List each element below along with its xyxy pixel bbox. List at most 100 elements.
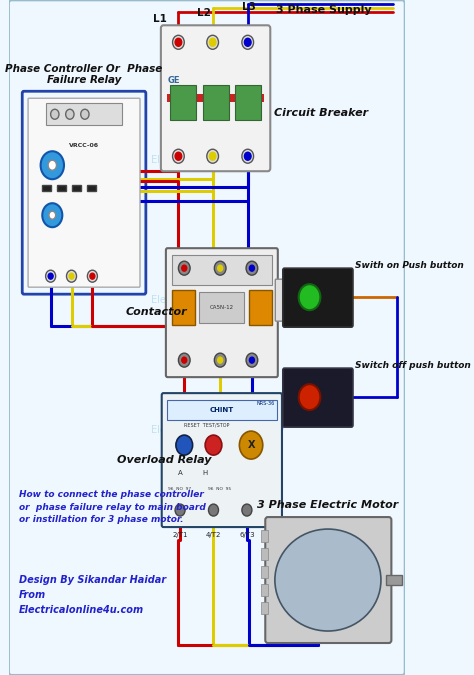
Circle shape <box>175 38 182 47</box>
Circle shape <box>66 270 76 282</box>
Circle shape <box>218 265 223 271</box>
Circle shape <box>242 504 252 516</box>
Circle shape <box>51 109 59 119</box>
Bar <box>167 95 264 102</box>
Text: 96  NO  97: 96 NO 97 <box>168 487 191 491</box>
Text: A: A <box>178 470 182 476</box>
Circle shape <box>218 357 223 363</box>
Bar <box>73 185 81 191</box>
Ellipse shape <box>275 529 381 631</box>
Text: Contactor: Contactor <box>126 307 187 317</box>
Circle shape <box>48 273 53 279</box>
Circle shape <box>205 435 222 455</box>
Text: 3 Phase Supply: 3 Phase Supply <box>276 5 372 16</box>
Circle shape <box>210 38 216 47</box>
Bar <box>172 255 272 285</box>
Circle shape <box>209 504 219 516</box>
Bar <box>87 185 96 191</box>
Bar <box>261 530 268 542</box>
Circle shape <box>176 435 192 455</box>
Circle shape <box>214 261 226 275</box>
Circle shape <box>178 261 190 275</box>
Bar <box>235 85 261 120</box>
Text: X: X <box>247 440 255 450</box>
Text: CHINT: CHINT <box>210 407 234 413</box>
Circle shape <box>207 35 219 49</box>
Text: Electricalonline4u.com: Electricalonline4u.com <box>151 155 262 165</box>
Text: Switch off push button: Switch off push button <box>355 360 470 370</box>
FancyBboxPatch shape <box>265 517 392 643</box>
Bar <box>42 185 51 191</box>
Text: Circuit Breaker: Circuit Breaker <box>274 108 369 118</box>
Text: 96  NO  95: 96 NO 95 <box>208 487 231 491</box>
Bar <box>167 400 277 420</box>
Bar <box>57 185 66 191</box>
FancyBboxPatch shape <box>9 0 405 675</box>
Circle shape <box>49 211 55 219</box>
Circle shape <box>207 149 219 163</box>
Text: 3 Phase Electric Motor: 3 Phase Electric Motor <box>257 500 399 510</box>
Circle shape <box>42 203 62 227</box>
Circle shape <box>178 353 190 367</box>
Bar <box>385 575 402 585</box>
Text: CA5N-12: CA5N-12 <box>210 304 234 310</box>
Circle shape <box>246 261 258 275</box>
FancyBboxPatch shape <box>161 25 270 171</box>
Circle shape <box>245 38 251 47</box>
Text: H: H <box>202 470 208 476</box>
Circle shape <box>182 357 187 363</box>
Text: RESET  TEST/STOP: RESET TEST/STOP <box>184 423 229 427</box>
Circle shape <box>69 273 74 279</box>
Circle shape <box>245 153 251 160</box>
Text: NRS-36: NRS-36 <box>256 401 274 406</box>
FancyBboxPatch shape <box>166 248 278 377</box>
Circle shape <box>48 160 56 170</box>
Bar <box>261 584 268 596</box>
Circle shape <box>66 109 74 119</box>
Circle shape <box>249 265 255 271</box>
Text: Electricalonline4u.com: Electricalonline4u.com <box>151 425 262 435</box>
Circle shape <box>242 149 254 163</box>
Text: Phase Controller Or  Phase
Failure Relay: Phase Controller Or Phase Failure Relay <box>5 63 163 85</box>
Text: L1: L1 <box>153 14 167 24</box>
Circle shape <box>246 353 258 367</box>
Circle shape <box>242 35 254 49</box>
Circle shape <box>299 384 320 410</box>
FancyBboxPatch shape <box>275 279 294 321</box>
Text: 6/T3: 6/T3 <box>239 532 255 538</box>
Circle shape <box>41 151 64 180</box>
Bar <box>170 85 196 120</box>
Text: Overload Relay: Overload Relay <box>118 455 212 465</box>
FancyBboxPatch shape <box>162 393 282 527</box>
Circle shape <box>175 153 182 160</box>
Circle shape <box>175 504 185 516</box>
Text: 2/T1: 2/T1 <box>173 532 188 538</box>
Bar <box>261 566 268 578</box>
Text: L3: L3 <box>243 2 256 12</box>
Circle shape <box>214 353 226 367</box>
Bar <box>172 290 195 325</box>
Circle shape <box>173 149 184 163</box>
Bar <box>248 290 272 325</box>
Circle shape <box>249 357 255 363</box>
Circle shape <box>87 270 97 282</box>
Text: 4/T2: 4/T2 <box>206 532 221 538</box>
Text: Swith on Push button: Swith on Push button <box>355 261 464 270</box>
Circle shape <box>182 265 187 271</box>
FancyBboxPatch shape <box>28 99 140 287</box>
Bar <box>261 602 268 614</box>
Text: L2: L2 <box>197 8 211 18</box>
FancyBboxPatch shape <box>283 368 353 427</box>
Text: GE: GE <box>167 76 180 85</box>
Text: How to connect the phase controller
or  phase failure relay to main board
or ins: How to connect the phase controller or p… <box>19 490 206 524</box>
Circle shape <box>299 284 320 310</box>
Bar <box>261 548 268 560</box>
Bar <box>199 292 245 323</box>
Text: Electricalonline4u.com: Electricalonline4u.com <box>151 295 262 305</box>
Circle shape <box>173 35 184 49</box>
Bar <box>46 103 122 126</box>
Text: Design By Sikandar Haidar
From
Electricalonline4u.com: Design By Sikandar Haidar From Electrica… <box>19 575 166 615</box>
Circle shape <box>90 273 95 279</box>
Circle shape <box>210 153 216 160</box>
Circle shape <box>46 270 55 282</box>
